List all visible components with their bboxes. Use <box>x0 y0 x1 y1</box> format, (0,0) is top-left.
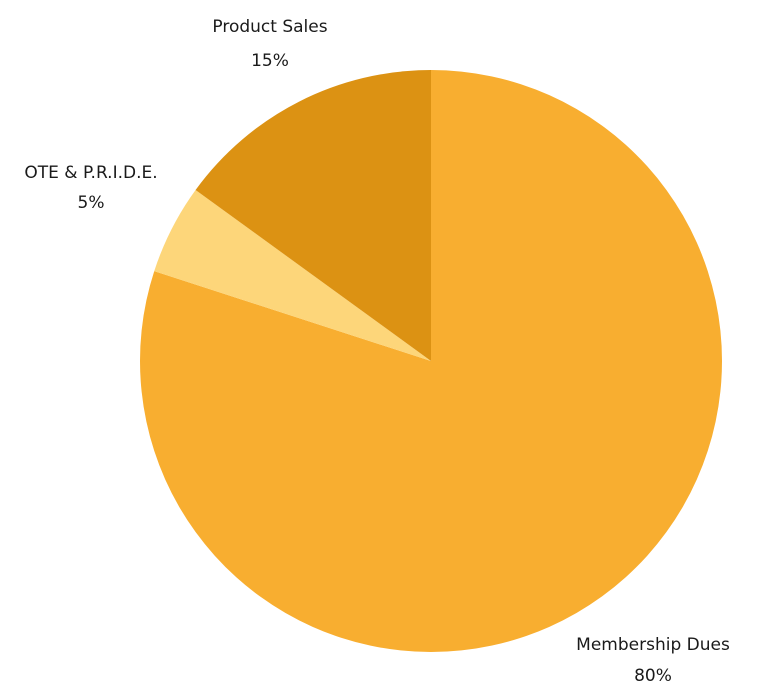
slice-value-membership-dues: 80% <box>634 666 672 686</box>
pie-slice-ote-p-r-i-d-e <box>154 189 431 361</box>
slice-labels: Membership Dues 80% OTE & P.R.I.D.E. 5% … <box>24 17 730 686</box>
slice-label-membership-dues: Membership Dues <box>576 635 730 655</box>
slice-label-product-sales: Product Sales <box>212 17 327 37</box>
slice-value-ote-pride: 5% <box>78 193 105 213</box>
pie-slices <box>140 69 722 652</box>
slice-value-product-sales: 15% <box>251 51 289 71</box>
pie-slice-product-sales <box>195 69 431 361</box>
slice-label-ote-pride: OTE & P.R.I.D.E. <box>24 163 157 183</box>
